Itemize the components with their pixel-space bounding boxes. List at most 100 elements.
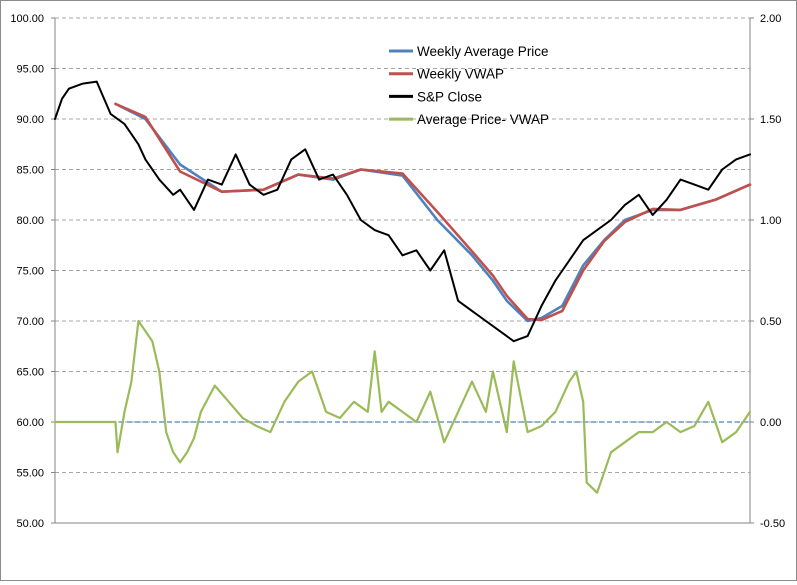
data-point-average-price-vwap [624,441,626,444]
data-point-s-p-close [679,178,682,181]
data-point-weekly-vwap [714,199,717,201]
data-point-s-p-close [158,178,161,181]
data-point-weekly-average-price [436,219,439,221]
data-point-s-p-close [554,279,557,282]
series-group [53,80,752,494]
data-point-average-price-vwap [151,340,154,343]
data-point-average-price-vwap [568,380,571,383]
data-point-weekly-vwap [262,188,265,191]
data-point-average-price-vwap [505,431,508,433]
data-point-average-price-vwap [585,481,588,484]
y-axis-tick-labels: 50.00 55.00 60.00 65.00 70.00 75.00 80.00 85.00… [10,13,44,530]
data-point-average-price-vwap [575,370,578,373]
data-point-s-p-close [290,158,293,161]
y2-axis-tick-labels: -0.50 0.00 0.50 1.00 1.50 2.00 [760,13,785,530]
data-point-s-p-close [526,335,529,337]
data-point-s-p-close [457,300,459,302]
data-point-s-p-close [512,340,515,343]
y-tick-label: 100.00 [10,13,44,25]
data-point-average-price-vwap [610,451,612,454]
data-point-weekly-vwap [749,183,751,186]
data-point-average-price-vwap [387,401,390,403]
data-point-s-p-close [123,123,126,125]
legend-label-s-p-close: S&P Close [417,89,482,104]
data-point-s-p-close [540,305,543,307]
data-point-average-price-vwap [443,441,446,444]
data-point-average-price-vwap [665,421,668,423]
data-point-s-p-close [144,158,147,161]
data-point-weekly-vwap [603,240,605,243]
data-point-average-price-vwap [679,431,682,433]
y2-tick-label: -0.50 [760,518,785,530]
data-point-s-p-close [415,249,418,252]
data-point-s-p-close [172,193,174,196]
data-point-s-p-close [137,143,140,146]
data-point-s-p-close [346,193,348,196]
data-point-weekly-average-price [179,163,181,166]
data-point-average-price-vwap [457,411,459,413]
data-point-average-price-vwap [707,401,710,403]
data-point-average-price-vwap [540,425,543,427]
data-point-average-price-vwap [116,451,119,454]
y2-tick-label: 0.50 [760,316,781,328]
axes [51,17,754,524]
data-point-average-price-vwap [693,425,696,427]
data-point-average-price-vwap [651,431,654,433]
data-point-average-price-vwap [193,437,195,439]
data-point-s-p-close [61,98,63,100]
data-point-average-price-vwap [241,417,244,419]
data-point-s-p-close [471,310,473,312]
data-point-average-price-vwap [325,411,327,413]
data-point-average-price-vwap [123,411,126,413]
data-point-average-price-vwap [54,421,56,423]
data-point-s-p-close [248,183,251,186]
data-point-weekly-vwap [561,310,564,312]
legend: Weekly Average Price Weekly VWAP S&P Close… [389,44,549,127]
data-point-average-price-vwap [114,421,117,423]
data-point-weekly-vwap [624,221,626,223]
data-point-weekly-average-price [582,264,584,267]
data-point-weekly-vwap [179,170,181,173]
data-point-s-p-close [109,113,112,115]
data-point-s-p-close [401,254,404,257]
data-point-average-price-vwap [429,390,432,393]
data-point-s-p-close [179,188,181,191]
data-point-average-price-vwap [471,380,473,383]
data-point-s-p-close [499,330,501,332]
y2-tick-label: 1.50 [760,114,781,126]
data-point-average-price-vwap [380,411,383,413]
series-line-average-price-vwap [53,319,752,494]
data-point-s-p-close [318,178,320,181]
data-point-average-price-vwap [512,360,515,363]
data-point-average-price-vwap [526,431,529,433]
legend-label-weekly-average-price: Weekly Average Price [417,44,549,59]
data-point-average-price-vwap [311,370,313,373]
data-point-weekly-vwap [471,250,473,253]
data-point-s-p-close [721,168,723,171]
data-point-average-price-vwap [158,370,161,373]
data-point-weekly-vwap [332,177,334,180]
data-point-weekly-vwap [436,211,439,213]
legend-label-weekly-vwap: Weekly VWAP [417,67,504,82]
data-point-weekly-average-price [540,317,543,319]
data-point-average-price-vwap [735,431,737,433]
data-point-average-price-vwap [186,451,188,454]
data-point-weekly-average-price [471,254,473,257]
gridlines [55,17,750,473]
y2-tick-label: 1.00 [760,215,781,227]
data-point-average-price-vwap [214,384,216,387]
data-point-average-price-vwap [227,401,230,403]
data-point-average-price-vwap [638,431,640,433]
data-point-weekly-vwap [582,269,584,272]
data-point-average-price-vwap [179,461,181,464]
data-point-weekly-average-price [561,305,564,307]
y-tick-label: 85.00 [16,165,44,177]
data-point-average-price-vwap [200,411,202,413]
data-point-s-p-close [735,158,737,161]
data-point-s-p-close [54,118,56,120]
data-point-s-p-close [82,82,84,85]
data-point-s-p-close [665,199,668,201]
data-point-weekly-vwap [492,274,494,277]
